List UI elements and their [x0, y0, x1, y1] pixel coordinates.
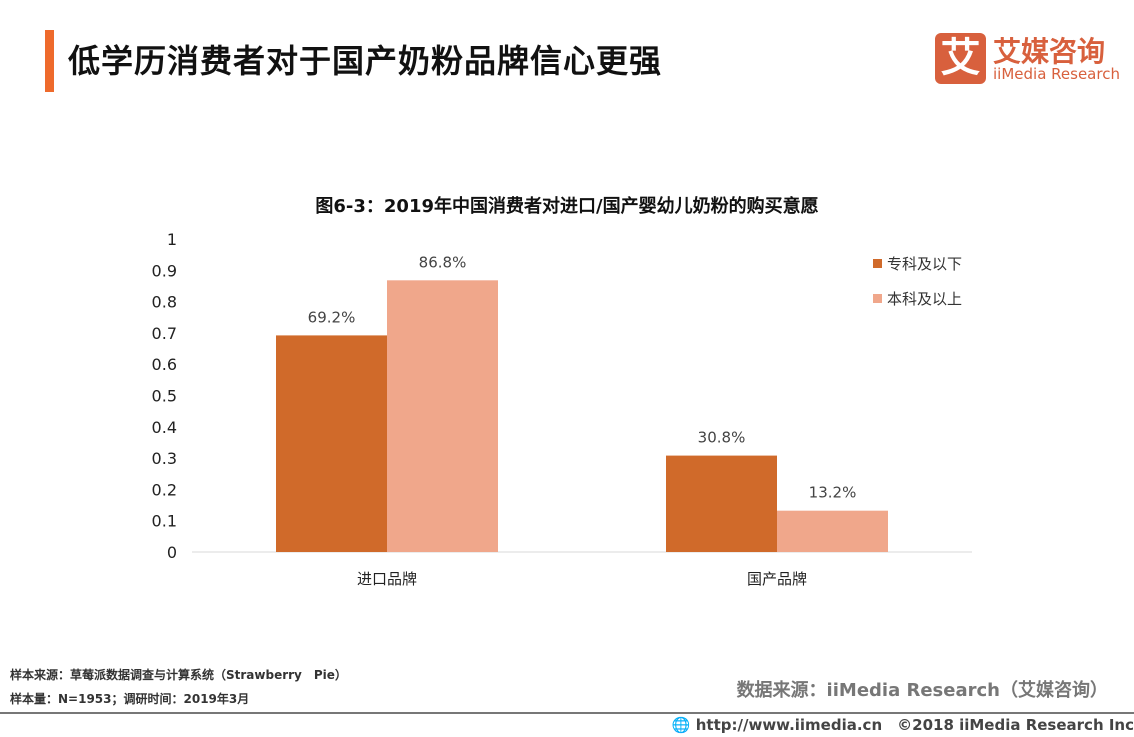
title-accent-bar: [45, 30, 54, 92]
data-label: 30.8%: [698, 429, 746, 447]
y-tick-label: 0.2: [152, 480, 177, 499]
x-tick-label: 进口品牌: [357, 570, 417, 588]
y-tick-label: 0: [167, 543, 177, 562]
legend-label: 本科及以上: [887, 290, 962, 308]
logo-cn: 艾媒咨询: [993, 35, 1106, 68]
chart-title: 图6-3：2019年中国消费者对进口/国产婴幼儿奶粉的购买意愿: [315, 196, 819, 217]
data-source: 数据来源：iiMedia Research（艾媒咨询）: [736, 680, 1108, 701]
data-label: 69.2%: [308, 308, 356, 326]
sample-source: 样本来源：草莓派数据调查与计算系统（Strawberry Pie）: [10, 668, 347, 682]
bar: [276, 335, 387, 552]
x-tick-label: 国产品牌: [747, 570, 807, 588]
legend-label: 专科及以下: [887, 255, 962, 273]
y-tick-label: 0.6: [152, 355, 177, 374]
bar: [387, 280, 498, 552]
page-title: 低学历消费者对于国产奶粉品牌信心更强: [68, 42, 663, 80]
sample-size: 样本量：N=1953；调研时间：2019年3月: [10, 692, 250, 706]
legend-swatch: [873, 294, 882, 303]
bar: [777, 510, 888, 552]
legend-swatch: [873, 259, 882, 268]
y-tick-label: 0.1: [152, 512, 177, 531]
y-tick-label: 1: [167, 230, 177, 249]
footer-divider: [0, 712, 1134, 714]
data-label: 86.8%: [419, 253, 467, 271]
y-tick-label: 0.8: [152, 293, 177, 312]
y-tick-label: 0.7: [152, 324, 177, 343]
y-tick-label: 0.3: [152, 449, 177, 468]
logo-icon: 艾: [935, 33, 986, 84]
copyright: 🌐 http://www.iimedia.cn ©2018 iiMedia Re…: [672, 714, 1134, 735]
globe-icon: 🌐: [671, 716, 691, 734]
y-tick-label: 0.9: [152, 261, 177, 280]
y-tick-label: 0.5: [152, 387, 177, 406]
logo-en: iiMedia Research: [993, 65, 1120, 83]
y-tick-label: 0.4: [152, 418, 177, 437]
bar: [666, 455, 777, 552]
copyright-text: http://www.iimedia.cn ©2018 iiMedia Rese…: [695, 716, 1134, 734]
data-label: 13.2%: [809, 484, 857, 502]
